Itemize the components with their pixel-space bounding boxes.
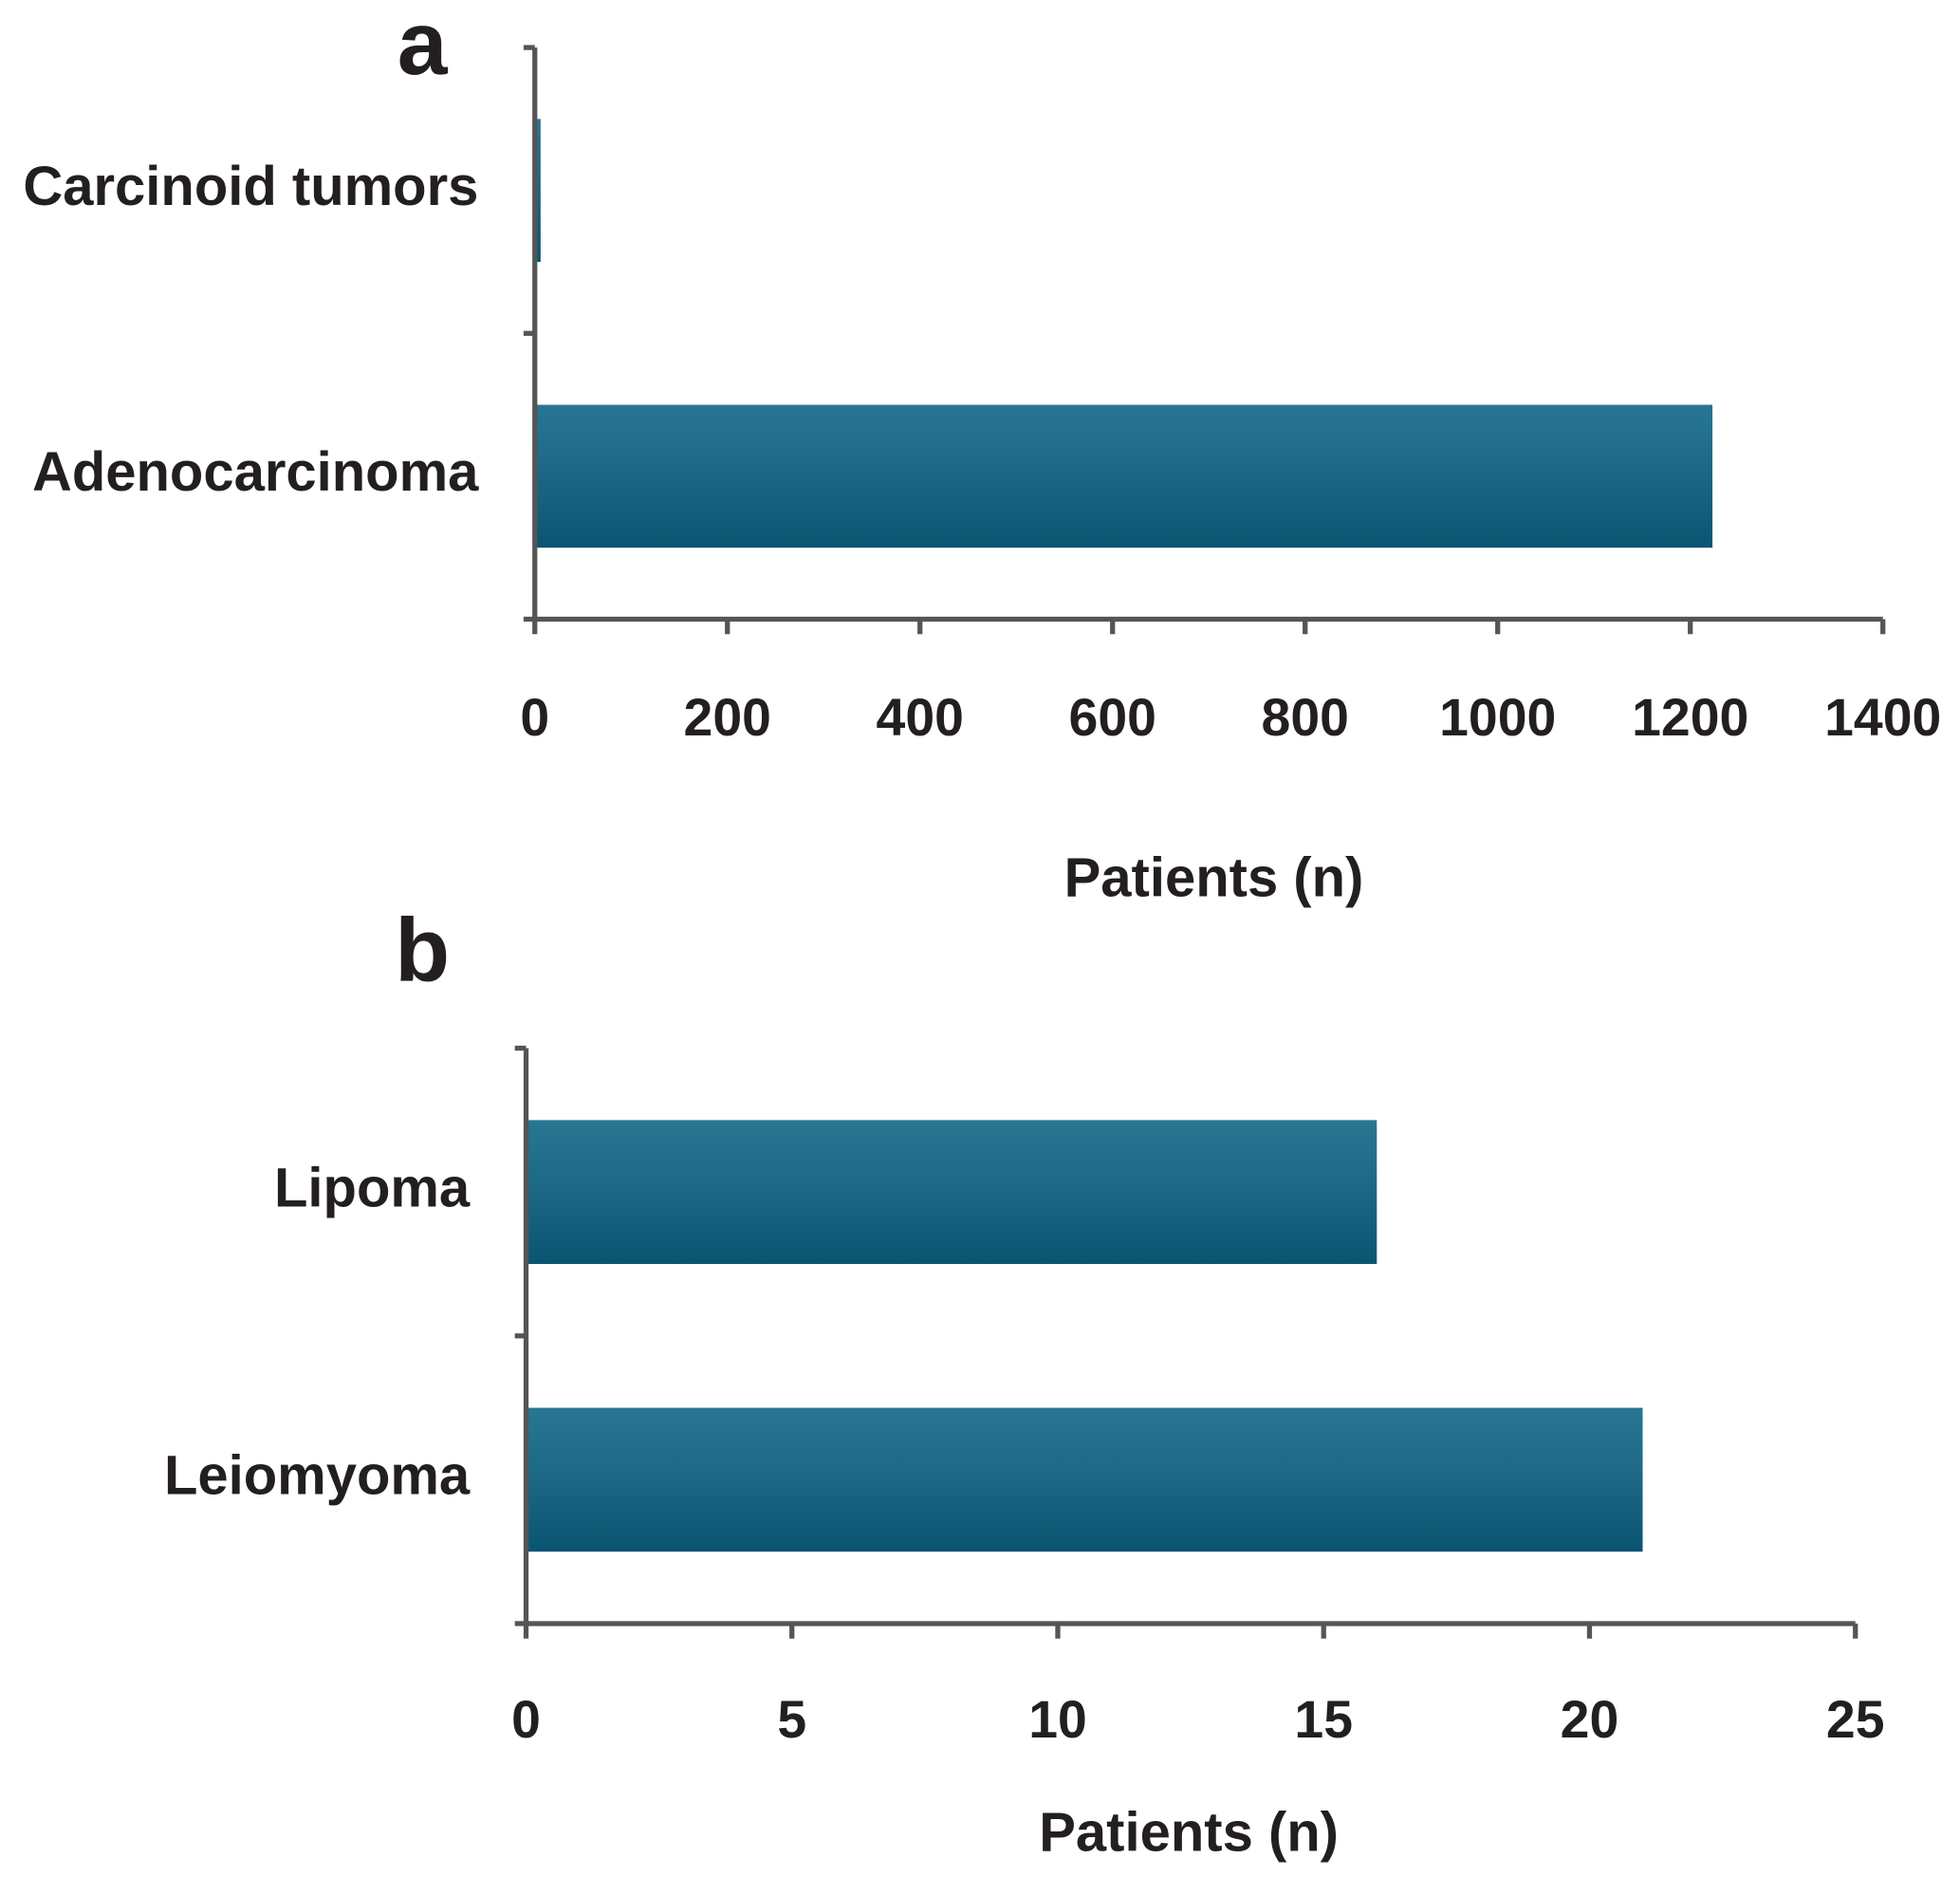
x-tick-label: 25	[1826, 1690, 1885, 1749]
x-tick-label: 5	[777, 1690, 806, 1749]
x-tick-label: 1400	[1824, 688, 1941, 747]
x-tick-label: 10	[1028, 1690, 1087, 1749]
y-tick-label: Carcinoid tumors	[23, 157, 478, 217]
x-tick-label: 200	[684, 688, 771, 747]
x-tick-label: 600	[1069, 688, 1156, 747]
x-tick-label: 0	[511, 1690, 541, 1749]
x-tick-label: 20	[1561, 1690, 1619, 1749]
x-tick-label: 800	[1262, 688, 1349, 747]
y-tick-label: Adenocarcinoma	[32, 442, 479, 503]
x-axis-label: Patients (n)	[1064, 848, 1364, 909]
bar-shade	[534, 119, 541, 262]
x-tick-label: 1000	[1439, 688, 1556, 747]
x-tick-label: 1200	[1632, 688, 1748, 747]
panel-label: b	[395, 900, 450, 1000]
x-tick-label: 0	[520, 688, 549, 747]
y-tick-label: Leiomyoma	[164, 1446, 471, 1507]
panel-label: a	[398, 0, 449, 94]
x-tick-label: 400	[877, 688, 964, 747]
x-axis-label: Patients (n)	[1039, 1802, 1339, 1863]
bar-shade	[526, 1407, 1643, 1552]
bar-shade	[526, 1120, 1378, 1264]
x-tick-label: 15	[1294, 1690, 1353, 1749]
bar-shade	[534, 404, 1713, 548]
y-tick-label: Lipoma	[274, 1159, 471, 1219]
